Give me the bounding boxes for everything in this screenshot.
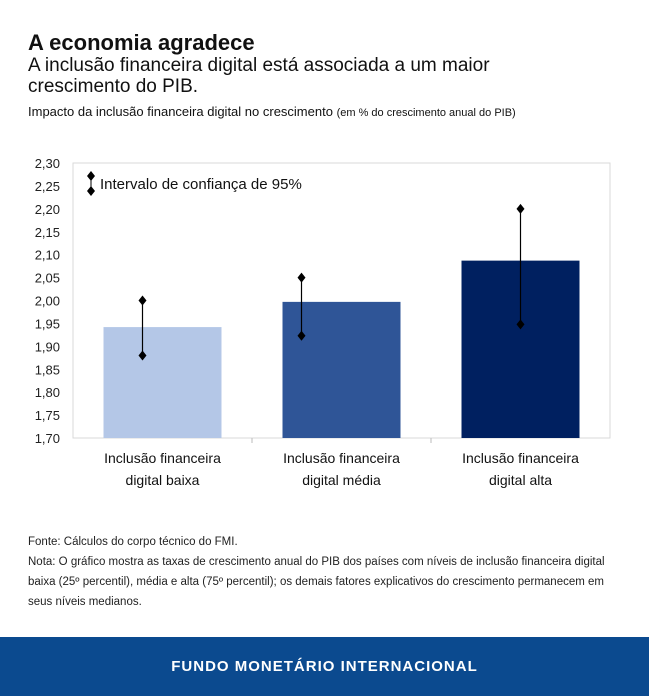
x-tick-label: digital baixa [126,472,200,488]
y-tick-label: 2,15 [35,225,60,240]
x-tick-label: digital média [302,472,381,488]
legend-diamond-icon [87,186,95,196]
x-tick-label: Inclusão financeira [462,450,579,466]
legend-diamond-icon [87,171,95,181]
y-tick-label: 1,80 [35,385,60,400]
chart-subtitle: A inclusão financeira digital está assoc… [28,55,490,97]
y-tick-label: 1,75 [35,408,60,423]
y-tick-label: 1,90 [35,339,60,354]
x-tick-label: Inclusão financeira [283,450,400,466]
error-low-marker [516,319,525,330]
y-tick-label: 2,30 [35,156,60,171]
error-high-marker [516,203,525,214]
y-tick-label: 2,10 [35,248,60,263]
y-tick-label: 2,20 [35,202,60,217]
y-tick-label: 1,70 [35,431,60,446]
y-tick-label: 1,95 [35,316,60,331]
y-tick-label: 2,00 [35,294,60,309]
explanatory-note: Nota: O gráfico mostra as taxas de cresc… [28,556,605,608]
y-tick-label: 2,25 [35,179,60,194]
error-low-marker [297,330,306,341]
x-tick-label: digital alta [489,472,552,488]
bar-chart: 1,70 1,75 1,80 1,85 1,90 1,95 2,00 2,05 2,10 2,15… [35,156,611,488]
source-note: Fonte: Cálculos do corpo técnico do FMI. [28,536,238,548]
footer-bar: FUNDO MONETÁRIO INTERNACIONAL [0,637,649,696]
chart-title: A economia agradece [28,30,255,55]
legend-label: Intervalo de confiança de 95% [100,176,302,193]
footer-label: FUNDO MONETÁRIO INTERNACIONAL [171,658,478,675]
y-tick-label: 1,85 [35,362,60,377]
bar [103,327,222,438]
chart-caption: Impacto da inclusão financeira digital n… [28,104,516,119]
error-low-marker [138,350,147,361]
x-tick-label: Inclusão financeira [104,450,221,466]
caption-text: Impacto da inclusão financeira digital n… [28,104,333,119]
y-tick-label: 2,05 [35,271,60,286]
notes: Fonte: Cálculos do corpo técnico do FMI.… [28,532,618,612]
bar [282,301,401,438]
caption-unit: (em % do crescimento anual do PIB) [336,107,516,119]
error-high-marker [297,272,306,283]
error-high-marker [138,295,147,306]
